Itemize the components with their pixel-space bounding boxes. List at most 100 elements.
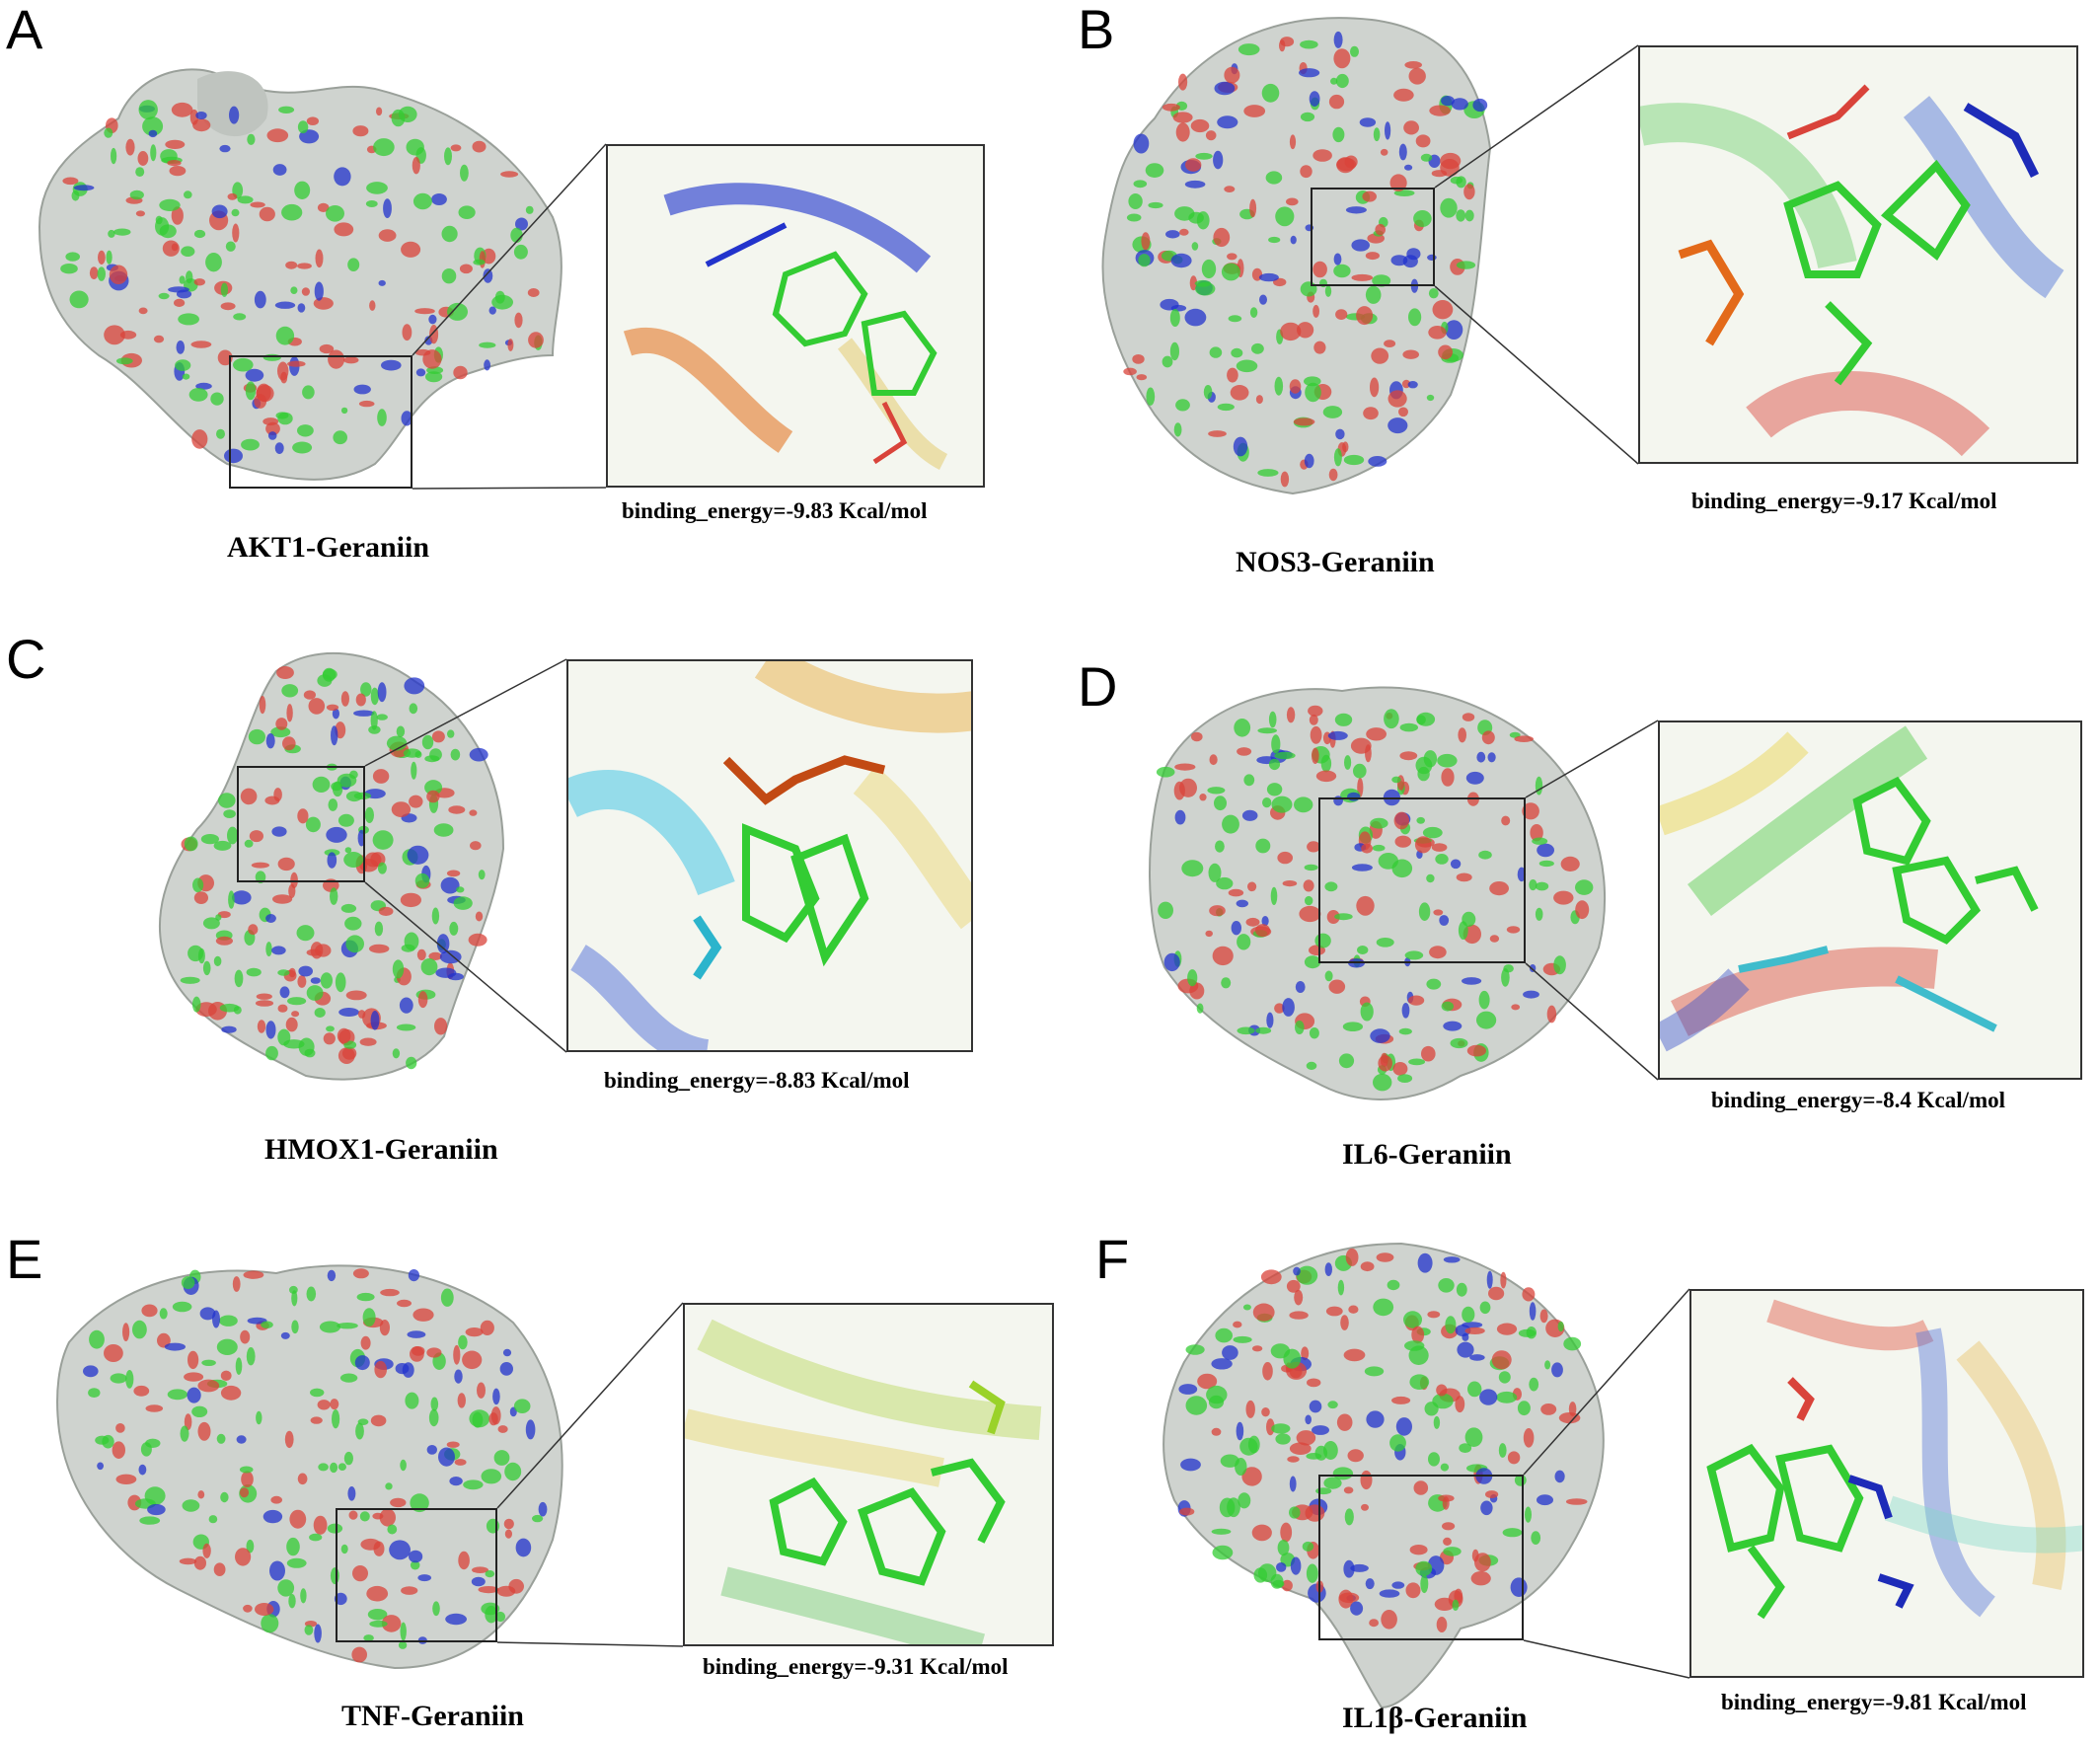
surface-atom-patch — [145, 1438, 161, 1449]
surface-atom-patch — [1211, 1427, 1222, 1436]
surface-atom-patch — [172, 1301, 192, 1313]
surface-atom-patch — [255, 1603, 274, 1616]
surface-atom-patch — [1414, 836, 1432, 854]
surface-atom-patch — [328, 798, 338, 811]
surface-atom-patch — [387, 1524, 398, 1535]
surface-atom-patch — [440, 1288, 454, 1307]
surface-atom-patch — [351, 1646, 368, 1663]
surface-atom-patch — [1196, 1003, 1204, 1014]
surface-atom-patch — [213, 1562, 226, 1576]
surface-atom-patch — [362, 1308, 376, 1327]
surface-atom-patch — [1479, 1301, 1491, 1315]
surface-atom-patch — [176, 341, 186, 354]
surface-atom-patch — [1215, 1327, 1233, 1343]
surface-atom-patch — [1440, 1463, 1450, 1472]
surface-atom-patch — [1388, 417, 1408, 434]
surface-atom-patch — [1371, 347, 1389, 364]
surface-atom-patch — [182, 373, 190, 380]
surface-atom-patch — [277, 857, 295, 872]
surface-atom-patch — [1575, 900, 1590, 920]
surface-atom-patch — [426, 1445, 437, 1455]
surface-atom-patch — [430, 1397, 439, 1411]
surface-atom-patch — [184, 1372, 204, 1382]
surface-atom-patch — [378, 279, 386, 286]
surface-atom-patch — [1434, 1597, 1455, 1611]
surface-atom-patch — [245, 368, 264, 382]
surface-atom-patch — [112, 1441, 126, 1459]
surface-atom-patch — [139, 1516, 161, 1525]
surface-atom-patch — [326, 205, 344, 222]
surface-atom-patch — [231, 208, 240, 217]
surface-atom-patch — [1452, 1599, 1460, 1612]
surface-atom-patch — [218, 793, 236, 808]
surface-atom-patch — [1289, 134, 1297, 150]
surface-atom-patch — [241, 438, 260, 451]
surface-atom-patch — [1391, 1581, 1405, 1589]
surface-atom-patch — [1308, 705, 1323, 717]
surface-atom-patch — [303, 690, 316, 700]
surface-atom-patch — [255, 1000, 274, 1007]
surface-atom-patch — [1398, 143, 1407, 161]
surface-atom-patch — [265, 733, 275, 749]
surface-atom-patch — [256, 993, 272, 1000]
surface-atom-patch — [1133, 180, 1148, 189]
surface-atom-patch — [275, 412, 289, 419]
surface-atom-patch — [1544, 1360, 1551, 1370]
surface-atom-patch — [1233, 1335, 1252, 1343]
surface-atom-patch — [333, 430, 348, 445]
surface-atom-patch — [1411, 1326, 1425, 1344]
surface-atom-patch — [1345, 206, 1367, 214]
surface-atom-patch — [1213, 227, 1231, 248]
surface-atom-patch — [320, 972, 333, 989]
surface-atom-patch — [1458, 727, 1466, 743]
surface-atom-patch — [167, 160, 182, 167]
surface-atom-patch — [1306, 1061, 1317, 1070]
panel-f-selection-box — [1318, 1475, 1524, 1640]
surface-atom-patch — [1363, 407, 1379, 420]
surface-atom-patch — [1227, 253, 1238, 261]
surface-atom-patch — [306, 985, 324, 1001]
surface-atom-patch — [1343, 1348, 1366, 1362]
surface-atom-patch — [347, 258, 360, 272]
surface-atom-patch — [1312, 261, 1327, 278]
surface-atom-patch — [277, 1579, 295, 1597]
surface-atom-patch — [184, 836, 198, 852]
surface-atom-patch — [1276, 1562, 1287, 1572]
surface-atom-patch — [1539, 1309, 1548, 1324]
surface-atom-patch — [1487, 752, 1496, 763]
surface-atom-patch — [1299, 68, 1320, 78]
panel-b-caption: NOS3-Geraniin — [1236, 546, 1435, 578]
surface-atom-patch — [1241, 1467, 1262, 1486]
panel-c-binding-energy: binding_energy=-8.83 Kcal/mol — [604, 1068, 910, 1093]
surface-atom-patch — [279, 986, 290, 999]
surface-atom-patch — [1209, 346, 1223, 358]
surface-atom-patch — [1353, 763, 1367, 779]
surface-atom-patch — [292, 441, 313, 454]
surface-atom-patch — [353, 384, 371, 395]
surface-atom-patch — [1275, 206, 1295, 227]
surface-atom-patch — [401, 1586, 418, 1595]
surface-atom-patch — [290, 872, 298, 889]
surface-atom-patch — [237, 195, 254, 204]
surface-atom-patch — [264, 796, 280, 805]
surface-atom-patch — [424, 780, 443, 796]
surface-atom-patch — [369, 300, 376, 311]
surface-atom-patch — [83, 1365, 99, 1378]
surface-atom-patch — [175, 359, 191, 371]
surface-atom-patch — [219, 1315, 238, 1327]
surface-atom-patch — [1443, 1256, 1461, 1263]
surface-atom-patch — [291, 1011, 300, 1018]
surface-atom-patch — [319, 1321, 341, 1333]
surface-atom-patch — [271, 946, 286, 955]
surface-atom-patch — [1174, 763, 1196, 771]
surface-atom-patch — [1422, 826, 1443, 839]
surface-atom-patch — [1522, 1287, 1536, 1302]
surface-atom-patch — [1456, 1282, 1467, 1297]
surface-atom-patch — [276, 666, 294, 679]
surface-atom-patch — [165, 139, 186, 149]
surface-atom-patch — [410, 1346, 424, 1362]
surface-atom-patch — [398, 1640, 408, 1649]
surface-atom-patch — [1173, 422, 1182, 437]
surface-atom-patch — [235, 1548, 252, 1566]
surface-atom-patch — [1450, 1037, 1468, 1049]
